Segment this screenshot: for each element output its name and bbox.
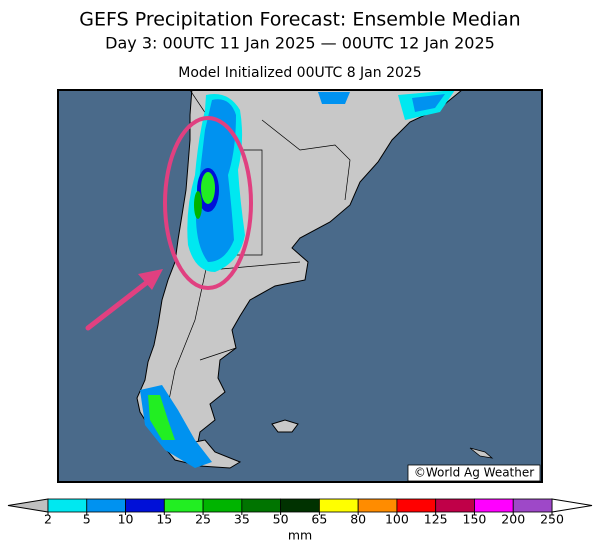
south-georgia [469, 447, 494, 459]
precip-green [148, 395, 175, 440]
arrow-head [138, 269, 163, 290]
colorbar-over [551, 498, 593, 513]
colorbar-tick-label: 15 [156, 512, 172, 527]
title: GEFS Precipitation Forecast: Ensemble Me… [79, 9, 520, 31]
colorbar-segment [86, 498, 126, 513]
colorbar-segment [202, 498, 243, 513]
precip-blue [318, 92, 350, 104]
colorbar-unit: mm [288, 528, 312, 543]
colorbar-segment [47, 498, 88, 513]
colorbar-segment [280, 498, 320, 513]
colorbar-tick-label: 65 [311, 512, 327, 527]
colorbar-tick-label: 100 [385, 512, 409, 527]
colorbar-tick-label: 50 [273, 512, 289, 527]
precip-green [201, 172, 215, 204]
colorbar-tick-label: 80 [350, 512, 366, 527]
colorbar-tick-label: 35 [234, 512, 250, 527]
colorbar-segment [357, 498, 398, 513]
map-frame [57, 89, 543, 483]
highlight-circle [163, 116, 253, 290]
colorbar-segment [474, 498, 514, 513]
colorbar-tick-label: 25 [195, 512, 211, 527]
colorbar-tick-label: 5 [83, 512, 91, 527]
borders [164, 90, 351, 449]
falklands [271, 419, 299, 433]
init-time: Model Initialized 00UTC 8 Jan 2025 [178, 65, 421, 81]
colorbar-tick-label: 10 [118, 512, 134, 527]
colorbar-segment [435, 498, 475, 513]
colorbar-segment [125, 498, 165, 513]
map: ©World Ag Weather [58, 90, 542, 482]
precip-blue [412, 94, 445, 112]
colorbar-segment [318, 498, 359, 513]
colorbar-segment [241, 498, 282, 513]
subtitle: Day 3: 00UTC 11 Jan 2025 — 00UTC 12 Jan … [105, 34, 495, 53]
colorbar-tick-label: 200 [501, 512, 525, 527]
precip-green [194, 191, 202, 219]
colorbar-tick-label: 250 [540, 512, 564, 527]
colorbar-under [7, 498, 49, 513]
colorbar-segment [396, 498, 437, 513]
colorbar-segment [512, 498, 553, 513]
arrow-shaft [85, 277, 153, 331]
colorbar-tick-label: 125 [424, 512, 448, 527]
colorbar-segment [163, 498, 204, 513]
colorbar-tick-label: 150 [463, 512, 487, 527]
colorbar-tick-label: 2 [44, 512, 52, 527]
credit: ©World Ag Weather [414, 466, 534, 480]
